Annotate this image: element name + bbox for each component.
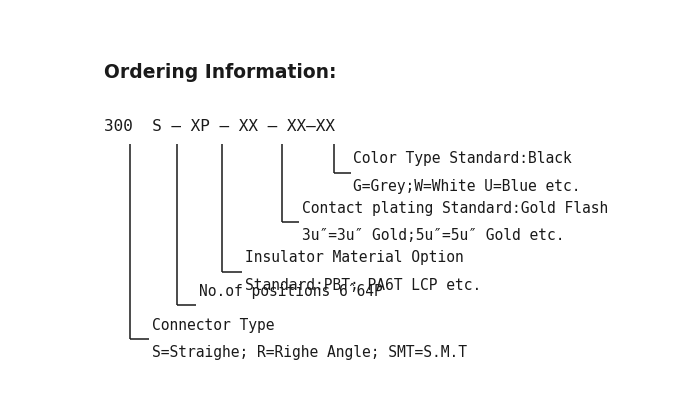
Text: Connector Type: Connector Type	[151, 317, 274, 332]
Text: Standard:PBT; PA6T LCP etc.: Standard:PBT; PA6T LCP etc.	[245, 278, 481, 293]
Text: Ordering Information:: Ordering Information:	[104, 63, 336, 82]
Text: S=Straighe; R=Righe Angle; SMT=S.M.T: S=Straighe; R=Righe Angle; SMT=S.M.T	[151, 345, 466, 360]
Text: Color Type Standard:Black: Color Type Standard:Black	[354, 151, 572, 166]
Text: 3u″=3u″ Gold;5u″=5u″ Gold etc.: 3u″=3u″ Gold;5u″=5u″ Gold etc.	[302, 228, 564, 243]
Text: Contact plating Standard:Gold Flash: Contact plating Standard:Gold Flash	[302, 201, 608, 216]
Text: No.of positions 6ˆ64P: No.of positions 6ˆ64P	[199, 283, 382, 299]
Text: Insulator Material Option: Insulator Material Option	[245, 251, 463, 266]
Text: G=Grey;W=White U=Blue etc.: G=Grey;W=White U=Blue etc.	[354, 178, 581, 193]
Text: 300  S – XP – XX – XX–XX: 300 S – XP – XX – XX–XX	[104, 119, 335, 134]
